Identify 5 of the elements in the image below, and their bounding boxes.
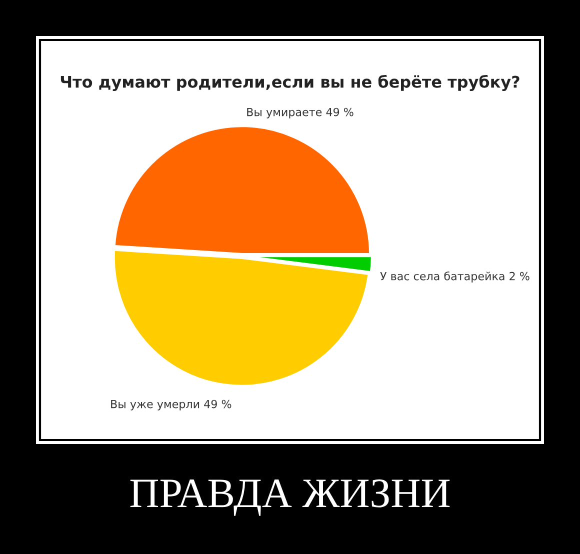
chart-title: Что думают родители,если вы не берёте трубку? [60,74,520,92]
text: ПРАВДА ЖИЗНИ [130,479,450,516]
slice-label: Вы уже умерли 49 % [111,400,232,410]
slice-label: У вас села батарейка 2 % [380,272,530,282]
slice-label: Вы умираете 49 % [247,108,354,118]
